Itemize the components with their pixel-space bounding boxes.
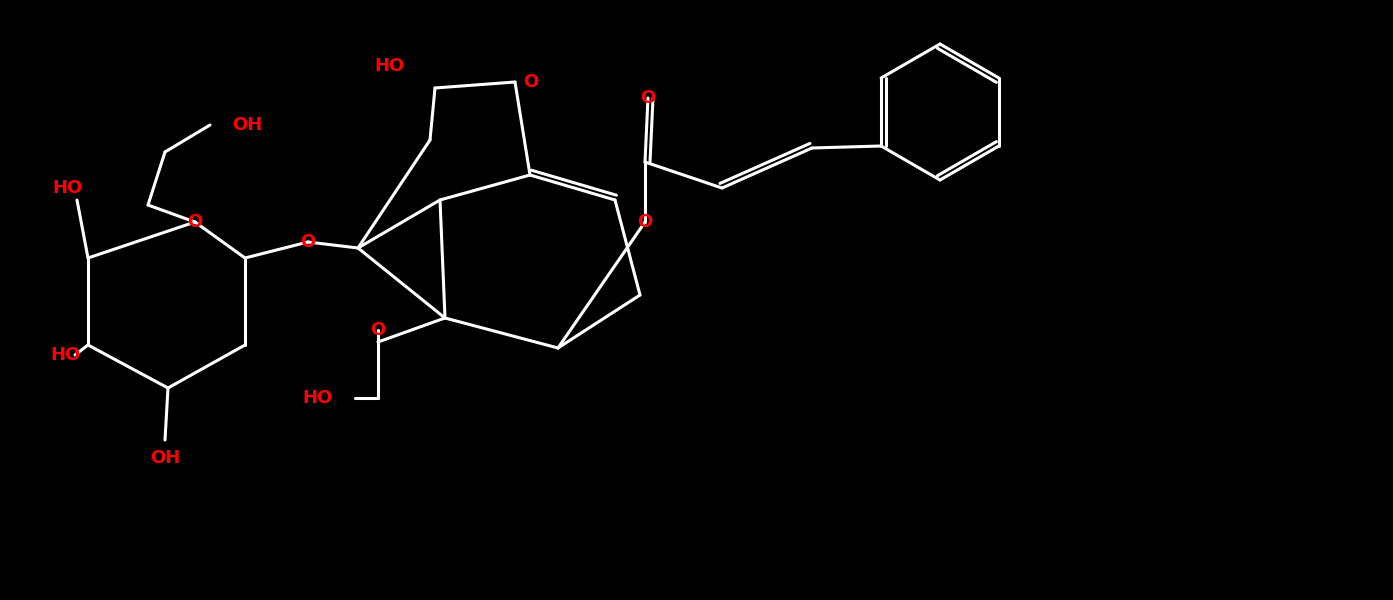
Text: HO: HO [302, 389, 333, 407]
Text: HO: HO [375, 57, 405, 75]
Text: OH: OH [233, 116, 262, 134]
Text: O: O [371, 321, 386, 339]
Text: HO: HO [52, 179, 82, 197]
Text: O: O [301, 233, 316, 251]
Text: O: O [638, 213, 653, 231]
Text: HO: HO [50, 346, 81, 364]
Text: O: O [188, 213, 202, 231]
Text: OH: OH [150, 449, 180, 467]
Text: O: O [641, 89, 656, 107]
Text: O: O [522, 73, 538, 91]
